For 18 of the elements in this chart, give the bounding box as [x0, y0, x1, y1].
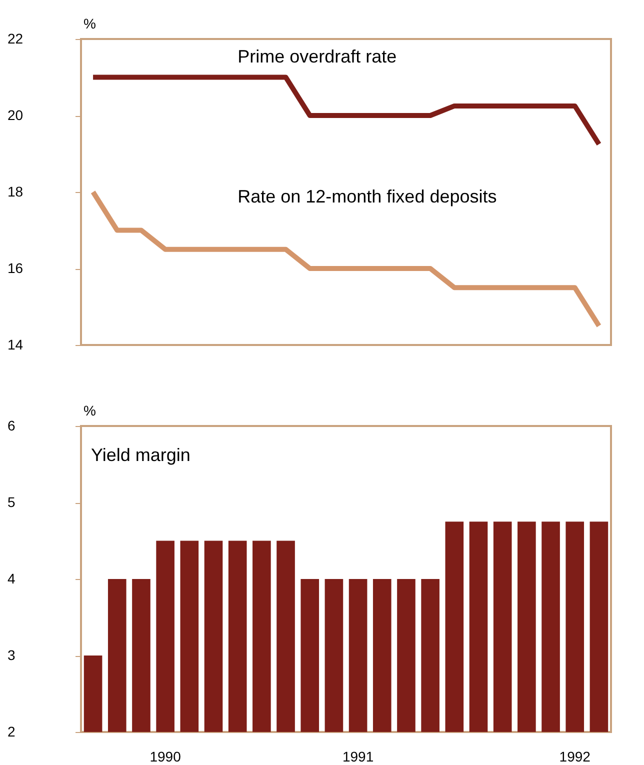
y-tick-label: 4 [8, 570, 16, 586]
text: Rate on 12-month fixed deposits [238, 186, 497, 206]
x-tick-label: 1991 [342, 748, 374, 764]
y-tick-label: 20 [8, 107, 24, 123]
series-label: Prime overdraft rate [238, 46, 397, 66]
y-tick-label: 6 [8, 418, 16, 434]
y-tick-label: 3 [8, 647, 16, 663]
y-tick-label: 18 [8, 184, 24, 200]
x-tick-label: 1990 [150, 748, 182, 764]
y-axis-title: % [84, 16, 96, 32]
y-axis-title: % [84, 402, 96, 418]
y-tick-label: 2 [8, 724, 16, 740]
y-tick-label: 5 [8, 494, 16, 510]
y-tick-label: 14 [8, 336, 24, 352]
text: Yield margin [91, 445, 190, 465]
y-tick-label: 16 [8, 260, 24, 276]
x-tick-label: 1992 [559, 748, 591, 764]
y-tick-label: 22 [8, 30, 24, 46]
